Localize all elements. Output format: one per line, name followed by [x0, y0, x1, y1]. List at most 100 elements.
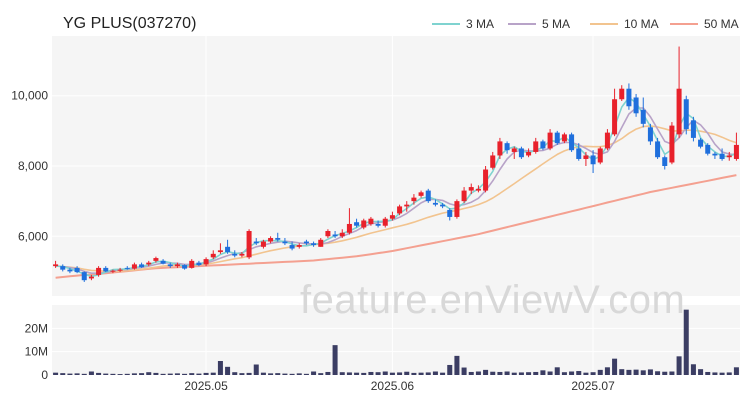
candle-body — [404, 204, 410, 207]
candle-body — [225, 246, 231, 253]
volume-bar — [468, 371, 474, 375]
legend-label: 5 MA — [542, 17, 570, 31]
volume-bar — [576, 371, 582, 375]
candle-body — [339, 232, 345, 237]
watermark: feature.enViewV.com — [300, 278, 685, 322]
volume-bar — [504, 371, 510, 375]
volume-bar — [296, 373, 302, 375]
volume-bar — [540, 370, 546, 375]
volume-bar — [60, 373, 66, 375]
volume-bar — [590, 372, 596, 375]
volume-bar — [511, 372, 517, 375]
volume-bar — [146, 372, 152, 375]
volume-bar — [153, 372, 159, 375]
volume-bar — [626, 369, 632, 375]
volume-bar — [124, 373, 130, 375]
volume-bar — [597, 369, 603, 375]
x-tick-label: 2025.06 — [371, 379, 415, 393]
candle-body — [533, 141, 539, 152]
candle-body — [332, 234, 338, 237]
volume-bar — [74, 373, 80, 375]
x-tick-label: 2025.07 — [571, 379, 615, 393]
volume-plot-area — [52, 305, 740, 375]
volume-bar — [655, 371, 661, 375]
volume-bar — [662, 371, 668, 375]
candle-body — [146, 262, 152, 265]
volume-bar — [569, 371, 575, 375]
volume-bar — [354, 372, 360, 375]
volume-bar — [712, 372, 718, 375]
candle-body — [88, 276, 94, 279]
volume-bar — [139, 373, 145, 375]
volume-bar — [490, 371, 496, 375]
volume-bar — [289, 373, 295, 375]
candle-body — [483, 169, 489, 191]
candle-body — [389, 215, 395, 219]
volume-bar — [239, 373, 245, 375]
candle-body — [153, 258, 159, 261]
candle-body — [368, 218, 374, 224]
candle-body — [418, 192, 424, 196]
volume-bar — [698, 369, 704, 375]
candle-body — [232, 253, 238, 256]
candle-body — [705, 144, 711, 154]
volume-bar — [633, 369, 639, 375]
candle-body — [325, 231, 331, 237]
price-tick-label: 10,000 — [11, 89, 48, 103]
legend-label: 3 MA — [466, 17, 494, 31]
candle-body — [411, 197, 417, 202]
candle-body — [375, 223, 381, 226]
candle-body — [597, 148, 603, 163]
volume-bar — [583, 372, 589, 375]
volume-bar — [275, 373, 281, 375]
volume-bar — [454, 355, 460, 375]
price-tick-label: 6,000 — [18, 229, 48, 243]
candle-body — [676, 88, 682, 135]
candle-body — [447, 209, 453, 217]
candle-body — [454, 201, 460, 217]
candle-body — [81, 272, 87, 281]
candle-body — [131, 264, 137, 269]
x-tick-label: 2025.05 — [184, 379, 228, 393]
volume-bar — [719, 372, 725, 375]
candle-body — [103, 267, 109, 272]
volume-bar — [67, 373, 73, 375]
candle-body — [619, 88, 625, 100]
volume-bar — [669, 371, 675, 375]
volume-bar — [268, 373, 274, 375]
volume-bar — [318, 373, 324, 375]
volume-bar — [246, 372, 252, 375]
volume-bar — [647, 369, 653, 375]
candle-body — [74, 267, 80, 273]
volume-bar — [483, 369, 489, 375]
candle-body — [604, 132, 610, 149]
candle-body — [253, 241, 259, 244]
candle-body — [361, 220, 367, 228]
candle-body — [662, 157, 668, 166]
candle-body — [260, 241, 266, 247]
candle-body — [397, 206, 403, 214]
candles — [53, 46, 739, 282]
candle-body — [67, 269, 73, 272]
candle-body — [526, 151, 532, 156]
candle-body — [139, 264, 145, 268]
candle-body — [518, 148, 524, 158]
volume-bar — [189, 373, 195, 375]
volume-bar — [117, 374, 123, 375]
candle-body — [626, 88, 632, 107]
volume-bar — [282, 373, 288, 375]
candle-body — [196, 262, 202, 266]
candle-body — [268, 238, 274, 242]
candle-body — [461, 190, 467, 202]
volume-bar — [425, 372, 431, 375]
candle-body — [683, 99, 689, 130]
candle-body — [497, 141, 503, 156]
volume-bar — [210, 372, 216, 375]
volume-bar — [174, 373, 180, 375]
candle-body — [289, 245, 295, 249]
candle-body — [318, 239, 324, 247]
volume-bar — [432, 371, 438, 375]
volume-bar — [332, 345, 338, 375]
volume-bar — [346, 372, 352, 375]
candle-body — [182, 265, 188, 269]
